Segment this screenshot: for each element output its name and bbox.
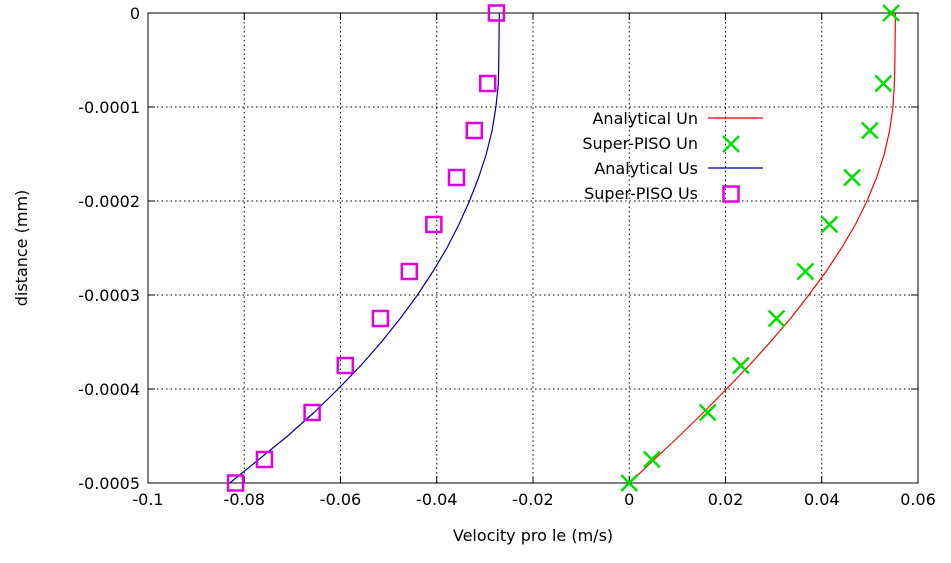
square-marker: [303, 403, 321, 422]
square-marker: [425, 215, 443, 234]
legend-label: Super-PISO Us: [584, 184, 698, 203]
y-tick-label: 0: [130, 4, 140, 23]
x-axis-label: Velocity pro le (m/s): [453, 526, 613, 545]
x-marker: [796, 262, 815, 281]
x-tick-label: 0.04: [804, 490, 840, 509]
x-tick-label: -0.08: [224, 490, 265, 509]
square-marker: [255, 450, 274, 469]
x-tick-label: -0.06: [320, 490, 361, 509]
x-marker: [860, 121, 879, 140]
x-marker: [882, 4, 900, 22]
square-marker: [722, 185, 740, 203]
x-tick-label: 0: [624, 490, 634, 509]
series-super-piso-us: [226, 4, 506, 492]
axis-ticks: -0.1 -0.08 -0.06 -0.04 -0.02 0 0.02 0.04 0.06 0 -0…: [78, 4, 936, 509]
x-marker: [698, 403, 717, 422]
legend-label: Analytical Un: [592, 109, 698, 128]
y-tick-label: -0.0005: [78, 474, 140, 493]
x-tick-label: 0.02: [708, 490, 744, 509]
x-tick-label: -0.04: [416, 490, 457, 509]
square-marker: [465, 121, 484, 140]
x-marker: [620, 474, 639, 492]
square-marker: [336, 356, 355, 375]
x-marker: [874, 74, 893, 93]
x-marker: [732, 356, 750, 375]
square-marker: [487, 4, 506, 22]
legend-label: Super-PISO Un: [582, 134, 698, 153]
y-tick-label: -0.0001: [78, 98, 140, 117]
series-line: [628, 12, 896, 484]
series-super-piso-un: [620, 4, 900, 492]
square-marker: [371, 309, 390, 328]
x-marker: [767, 309, 786, 328]
series-line: [229, 12, 500, 484]
square-marker: [226, 474, 245, 492]
y-tick-label: -0.0004: [78, 380, 140, 399]
x-marker: [722, 135, 740, 153]
y-axis-label: distance (mm): [12, 190, 31, 307]
x-marker: [843, 168, 861, 187]
square-marker: [479, 74, 497, 93]
series-analytical-un: [628, 12, 896, 484]
series-analytical-us: [229, 12, 500, 484]
legend-label: Analytical Us: [594, 159, 698, 178]
series-layer: [226, 4, 900, 492]
x-marker: [820, 215, 839, 234]
x-tick-label: -0.1: [132, 490, 163, 509]
square-marker: [447, 168, 466, 187]
x-tick-label: 0.06: [900, 490, 936, 509]
x-marker: [642, 450, 661, 469]
grid-lines: [148, 13, 918, 483]
square-marker: [400, 262, 419, 281]
legend: Analytical Un Super-PISO Un Analytical Us S…: [582, 109, 763, 203]
y-tick-label: -0.0002: [78, 192, 140, 211]
x-tick-label: -0.02: [512, 490, 553, 509]
y-tick-label: -0.0003: [78, 286, 140, 305]
